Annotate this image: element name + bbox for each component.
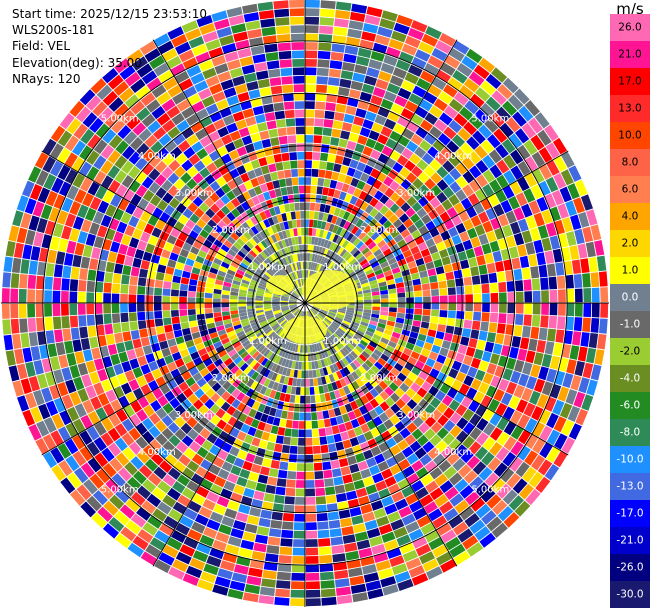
- colorbar-tick-label: -8.0: [620, 427, 641, 439]
- azimuth-spoke: [304, 39, 458, 304]
- colorbar-tick-label: 2.0: [622, 238, 639, 250]
- colorbar-tick-label: -1.0: [620, 319, 641, 331]
- colorbar-swatch: [610, 176, 650, 204]
- colorbar-swatch: [610, 257, 650, 285]
- colorbar-tick-label: -6.0: [620, 400, 641, 412]
- azimuth-spoke: [304, 302, 569, 456]
- range-ring-label: 2.00km: [212, 225, 250, 236]
- elevation-text: Elevation(deg): 35.00: [12, 55, 142, 70]
- colorbar-tick-label: 13.0: [618, 103, 641, 115]
- colorbar-tick-label: 4.0: [622, 211, 639, 223]
- colorbar-swatch: [610, 95, 650, 123]
- colorbar-tick-label: -13.0: [616, 481, 643, 493]
- range-ring-label: 1.00km: [249, 336, 287, 347]
- azimuth-spoke: [304, 150, 569, 304]
- azimuth-spoke: [152, 302, 306, 567]
- colorbar-tick-label: -30.0: [616, 589, 643, 601]
- range-ring-label: 4.00km: [138, 151, 176, 162]
- colorbar-tick-label: 8.0: [622, 157, 639, 169]
- ppi-scan-plot: 1.00km 1.00km 1.00km 1.00km 2.00km 2.00km 2.00…: [1, 0, 609, 607]
- colorbar-swatch: [610, 500, 650, 528]
- range-ring-label: 3.00km: [397, 410, 435, 421]
- colorbar-swatch: [610, 581, 650, 608]
- colorbar-tick-label: 6.0: [622, 184, 639, 196]
- colorbar-swatch: [610, 41, 650, 69]
- azimuth-spoke: [41, 302, 306, 456]
- range-ring-label: 4.00km: [434, 151, 472, 162]
- colorbar-swatch: [610, 392, 650, 420]
- colorbar-tick-label: 1.0: [622, 265, 639, 277]
- colorbar-swatch: [610, 203, 650, 231]
- range-ring-label: 1.00km: [323, 262, 361, 273]
- colorbar-swatch: [610, 149, 650, 177]
- range-ring-label: 3.00km: [175, 188, 213, 199]
- colorbar-tick-label: 0.0: [622, 292, 639, 304]
- range-ring-label: 4.00km: [434, 447, 472, 458]
- range-ring-label: 2.00km: [360, 373, 398, 384]
- range-ring-label: 5.00km: [471, 484, 509, 495]
- colorbar-swatch: [610, 68, 650, 96]
- colorbar-tick-label: -17.0: [616, 508, 643, 520]
- range-ring-label: 1.00km: [323, 336, 361, 347]
- colorbar-swatch: [610, 122, 650, 150]
- colorbar-swatch: [610, 338, 650, 366]
- colorbar-tick-label: -10.0: [616, 454, 643, 466]
- range-ring-label: 5.00km: [101, 484, 139, 495]
- start-time-text: Start time: 2025/12/15 23:53:10: [12, 7, 207, 21]
- colorbar-swatch: [610, 527, 650, 555]
- colorbar-swatch: [610, 230, 650, 258]
- colorbar-swatch: [610, 284, 650, 312]
- range-ring-label: 3.00km: [397, 188, 435, 199]
- range-ring-label: 2.00km: [360, 225, 398, 236]
- colorbar-unit: m/s: [616, 0, 644, 18]
- colorbar-swatch: [610, 14, 650, 42]
- azimuth-spoke: [41, 150, 306, 304]
- nrays-text: NRays: 120: [12, 71, 81, 86]
- colorbar-swatch: [610, 365, 650, 393]
- colorbar-tick-label: 17.0: [618, 76, 641, 88]
- colorbar-tick-label: 26.0: [618, 22, 641, 34]
- colorbar: 26.0 21.0 17.0 13.0 10.0 8.0 6.0 4.0 2.0 1.0 0.0 -1…: [610, 14, 650, 608]
- colorbar-swatch: [610, 473, 650, 501]
- azimuth-spoke: [304, 302, 458, 567]
- range-ring-label: 2.00km: [212, 373, 250, 384]
- colorbar-swatch: [610, 446, 650, 474]
- colorbar-tick-label: 21.0: [618, 49, 641, 61]
- colorbar-swatch: [610, 419, 650, 447]
- colorbar-tick-label: 10.0: [618, 130, 641, 142]
- azimuth-spoke: [152, 39, 306, 304]
- range-ring-label: 5.00km: [101, 114, 139, 125]
- colorbar-swatch: [610, 554, 650, 582]
- colorbar-tick-label: -2.0: [620, 346, 641, 358]
- instrument-text: WLS200s-181: [12, 23, 95, 38]
- range-ring-label: 4.00km: [138, 447, 176, 458]
- range-ring-label: 3.00km: [175, 410, 213, 421]
- field-text: Field: VEL: [12, 39, 71, 54]
- core-echo-blob: [266, 275, 294, 295]
- colorbar-swatch: [610, 311, 650, 339]
- colorbar-tick-label: -26.0: [616, 562, 643, 574]
- range-ring-label: 1.00km: [249, 262, 287, 273]
- colorbar-tick-label: -21.0: [616, 535, 643, 547]
- info-panel: Start time: 2025/12/15 23:53:10 WLS200s-…: [12, 6, 207, 87]
- colorbar-tick-label: -4.0: [620, 373, 641, 385]
- range-ring-label: 5.00km: [471, 114, 509, 125]
